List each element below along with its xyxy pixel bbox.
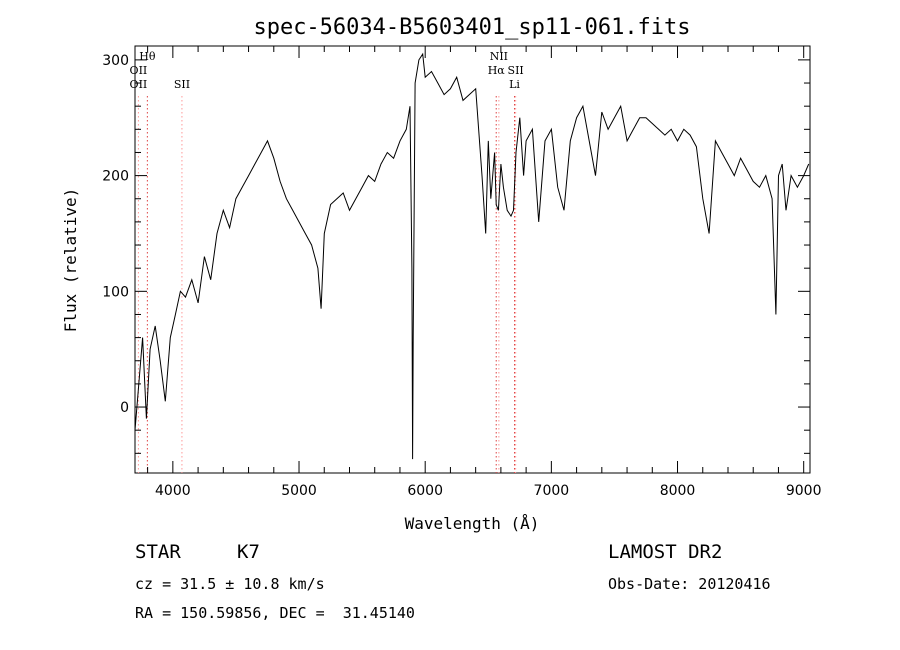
x-tick-label: 9000	[786, 483, 822, 499]
object-subclass: K7	[237, 541, 260, 563]
obs-date: Obs-Date: 20120416	[608, 575, 771, 593]
redshift-cz: cz = 31.5 ± 10.8 km/s	[135, 575, 325, 593]
y-axis-label: Flux (relative)	[61, 188, 80, 333]
axis-ticks: 4000 5000 6000 7000 8000 9000 0 100 200 300	[102, 46, 822, 499]
spectral-line-label: Hα	[488, 64, 506, 77]
survey-name: LAMOST DR2	[608, 541, 723, 563]
x-tick-label: 8000	[660, 483, 696, 499]
y-tick-label: 300	[102, 53, 129, 69]
y-tick-label: 200	[102, 169, 129, 185]
x-axis-label: Wavelength (Å)	[405, 514, 540, 533]
spectral-line-label: NII	[490, 50, 508, 63]
x-tick-label: 5000	[281, 483, 317, 499]
chart-title: spec-56034-B5603401_sp11-061.fits	[253, 15, 690, 40]
x-tick-label: 6000	[407, 483, 443, 499]
flux-series-line	[134, 52, 810, 460]
spectral-line-label: OII	[130, 78, 148, 91]
ra-dec: RA = 150.59856, DEC = 31.45140	[135, 604, 415, 622]
plot-frame	[134, 45, 811, 474]
y-tick-label: 0	[120, 400, 129, 416]
spectral-line-label: Li	[509, 78, 520, 91]
x-tick-label: 4000	[155, 483, 191, 499]
x-tick-label: 7000	[534, 483, 570, 499]
spectral-line-label: OII	[130, 64, 148, 77]
spectral-line-label: SII	[508, 64, 524, 77]
spectral-line-label: SII	[174, 78, 190, 91]
object-class: STAR	[135, 541, 181, 563]
y-tick-label: 100	[102, 284, 129, 300]
